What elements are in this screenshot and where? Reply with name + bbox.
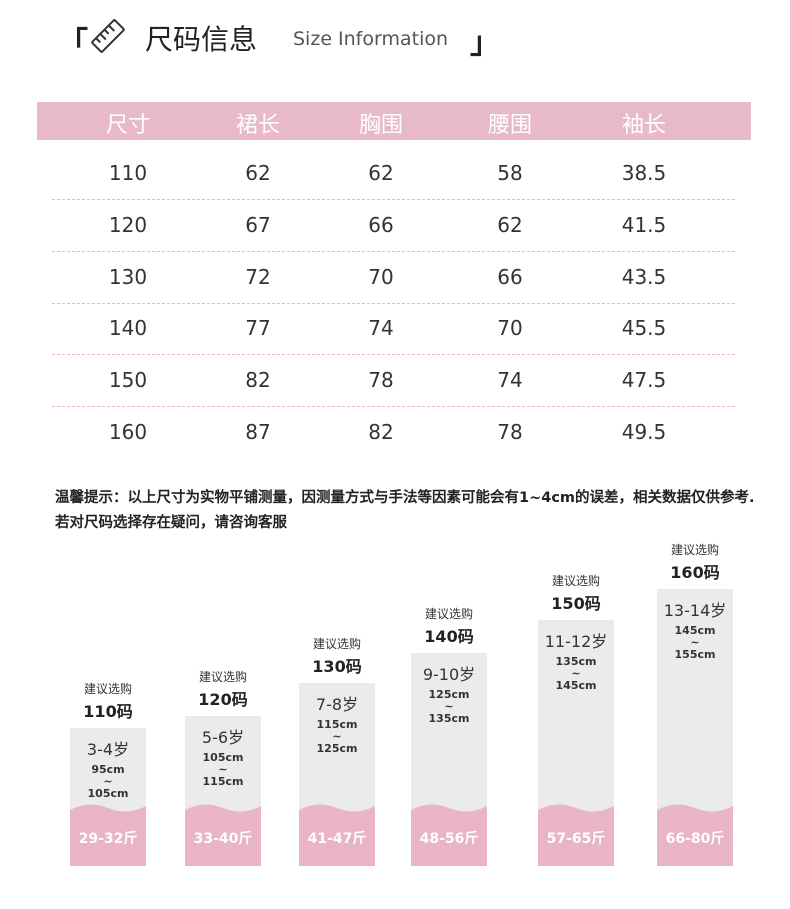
- cell: 120: [108, 212, 148, 237]
- title: 尺码信息: [145, 23, 258, 56]
- weight: 29-32斤: [78, 831, 138, 847]
- suggest: 建议选购: [424, 607, 474, 621]
- suggest: 建议选购: [312, 637, 362, 651]
- height: 135cm: [428, 712, 470, 725]
- weight-band: [657, 804, 733, 866]
- row-divider: [52, 406, 735, 408]
- table-header-band: [37, 102, 751, 140]
- suggest: 建议选购: [670, 543, 720, 557]
- size: 160码: [670, 563, 720, 582]
- size: 150码: [551, 594, 601, 613]
- age: 9-10岁: [422, 665, 476, 684]
- cell: 160: [108, 420, 148, 444]
- height: 115cm: [202, 775, 244, 788]
- weight-band: [185, 804, 261, 866]
- weight-band: [538, 804, 614, 866]
- weight: 48-56斤: [419, 831, 479, 847]
- height: 105cm: [202, 751, 244, 764]
- height: 155cm: [674, 648, 716, 661]
- cell: 38.5: [621, 161, 667, 185]
- height: ~: [218, 763, 228, 776]
- cell: 45.5: [621, 316, 667, 341]
- age: 13-14岁: [663, 601, 727, 620]
- age: 7-8岁: [315, 695, 359, 714]
- weight-band: [299, 804, 375, 866]
- height: ~: [571, 667, 581, 680]
- cell: 140: [108, 316, 148, 341]
- age: 3-4岁: [86, 740, 130, 759]
- weight: 33-40斤: [193, 831, 253, 847]
- weight: 57-65斤: [546, 831, 606, 847]
- bracket-open: 「: [58, 26, 88, 61]
- height: ~: [444, 700, 454, 713]
- weight-band: [411, 804, 487, 866]
- age: 11-12岁: [544, 632, 608, 651]
- cell: 74: [368, 316, 394, 341]
- cell: 82: [245, 368, 271, 393]
- size: 140码: [424, 627, 474, 646]
- cell: 70: [368, 264, 394, 289]
- cell: 49.5: [621, 420, 667, 444]
- cell: 87: [245, 420, 271, 444]
- cell: 66: [368, 212, 394, 237]
- suggest: 建议选购: [198, 670, 248, 684]
- size: 110码: [83, 702, 133, 721]
- height: 145cm: [555, 679, 597, 692]
- age: 5-6岁: [201, 728, 245, 747]
- cell: 62: [497, 212, 523, 237]
- cell: 67: [245, 212, 271, 237]
- cell: 66: [497, 264, 523, 289]
- cell: 78: [497, 420, 523, 444]
- height: ~: [332, 730, 342, 743]
- cell: 82: [368, 420, 394, 444]
- cell: 41.5: [621, 212, 667, 237]
- header-cell: 袖长: [621, 113, 667, 138]
- row-divider: [52, 354, 735, 356]
- note: 温馨提示：以上尺寸为实物平铺测量，因测量方式与手法等因素可能会有1~4cm的误差…: [55, 490, 755, 531]
- suggest: 建议选购: [83, 682, 133, 696]
- height: 115cm: [316, 718, 358, 731]
- header-cell: 腰围: [487, 113, 533, 138]
- weight: 66-80斤: [665, 831, 725, 847]
- height: 125cm: [428, 688, 470, 701]
- height: 125cm: [316, 742, 358, 755]
- cell: 150: [108, 368, 148, 393]
- cell: 74: [497, 368, 523, 393]
- height: 95cm: [91, 763, 125, 776]
- cell: 130: [108, 264, 148, 289]
- cell: 62: [368, 161, 394, 185]
- cell: 47.5: [621, 368, 667, 393]
- height: ~: [690, 636, 700, 649]
- cell: 78: [368, 368, 394, 393]
- weight-band: [70, 804, 146, 866]
- subtitle: Size Information: [293, 28, 449, 50]
- cell: 77: [245, 316, 271, 341]
- cell: 62: [245, 161, 271, 185]
- height: 135cm: [555, 655, 597, 668]
- weight: 41-47斤: [307, 831, 367, 847]
- cell: 70: [497, 316, 523, 341]
- cell: 58: [497, 161, 523, 185]
- cell: 72: [245, 264, 271, 289]
- cell: 110: [108, 161, 148, 185]
- header-cell: 裙长: [235, 113, 281, 138]
- height: ~: [103, 775, 113, 788]
- row-divider: [52, 250, 735, 252]
- bracket-close: 」: [470, 26, 500, 61]
- cell: 43.5: [621, 264, 667, 289]
- size: 120码: [198, 690, 248, 709]
- height: 105cm: [87, 787, 129, 800]
- ruler-icon: [91, 19, 125, 53]
- row-divider: [52, 302, 735, 304]
- row-divider: [52, 199, 735, 200]
- header-cell: 尺寸: [105, 113, 151, 138]
- header-cell: 胸围: [358, 113, 404, 138]
- suggest: 建议选购: [551, 574, 601, 588]
- size: 130码: [312, 657, 362, 676]
- height: 145cm: [674, 624, 716, 637]
